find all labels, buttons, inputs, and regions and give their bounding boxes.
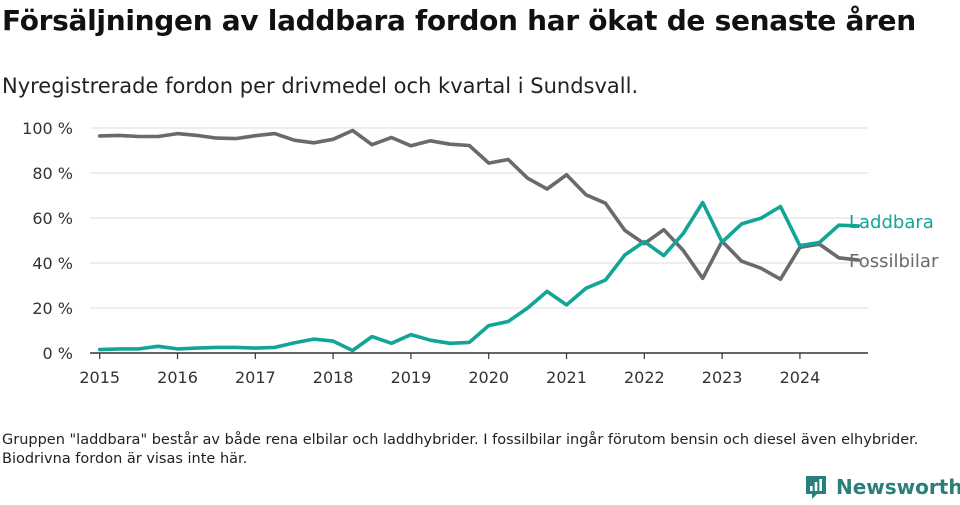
y-tick-label: 0 % [43,344,73,363]
x-tick-label: 2019 [391,368,432,387]
newsworthy-logo-icon [806,476,826,499]
y-tick-label: 60 % [32,209,73,228]
y-tick-label: 80 % [32,164,73,183]
brand-logo[interactable]: Newsworthy [804,474,960,500]
y-axis-ticks: 0 % 20 % 40 % 60 % 80 % 100 % [22,119,73,363]
y-tick-label: 40 % [32,254,73,273]
chart-subtitle: Nyregistrerade fordon per drivmedel och … [2,74,639,98]
chart-title: Försäljningen av laddbara fordon har öka… [2,4,916,37]
footnote: Gruppen "laddbara" består av både rena e… [2,432,919,467]
x-tick-label: 2021 [546,368,587,387]
x-tick-label: 2016 [157,368,198,387]
y-tick-label: 20 % [32,299,73,318]
series-label-fossil: Fossilbilar [849,251,939,272]
x-tick-label: 2024 [780,368,821,387]
series-line-fossil [97,128,861,282]
x-tick-label: 2018 [313,368,354,387]
gridlines [90,127,868,309]
series-line-laddbara [97,200,861,353]
y-tick-label: 100 % [22,119,73,138]
x-tick-label: 2017 [235,368,276,387]
x-tick-label: 2020 [468,368,509,387]
series-label-laddbara: Laddbara [849,212,934,233]
x-axis: 2015 2016 2017 2018 2019 2020 2021 2022 2023 2024 [79,352,868,387]
x-tick-label: 2022 [624,368,665,387]
brand-name: Newsworthy [836,475,960,499]
x-tick-label: 2023 [702,368,743,387]
series-lines [97,128,861,353]
series-labels: Fossilbilar Laddbara [849,212,939,272]
x-tick-label: 2015 [79,368,120,387]
